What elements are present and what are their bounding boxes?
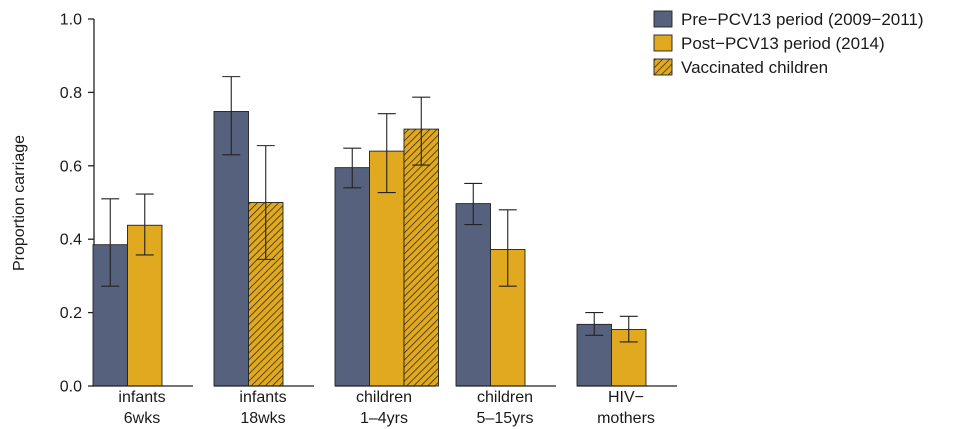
y-axis-label: Proportion carriage bbox=[11, 135, 28, 271]
legend-label-2: Vaccinated children bbox=[681, 58, 828, 77]
bar-2-2 bbox=[403, 128, 439, 387]
y-tick-label: 0.6 bbox=[60, 158, 82, 175]
category-label-line2: 5–15yrs bbox=[477, 410, 534, 427]
bar-2-0 bbox=[334, 167, 370, 387]
bars bbox=[92, 76, 677, 387]
y-tick-label: 1.0 bbox=[60, 12, 82, 29]
bar-3-0 bbox=[455, 203, 491, 387]
legend-swatch-1 bbox=[653, 34, 673, 52]
legend: Pre−PCV13 period (2009−2011) Post−PCV13 p… bbox=[653, 10, 924, 77]
legend-label-0: Pre−PCV13 period (2009−2011) bbox=[681, 10, 924, 29]
category-label-line2: 1–4yrs bbox=[360, 410, 408, 427]
y-tick-label: 0.8 bbox=[60, 85, 82, 102]
legend-swatch-0 bbox=[653, 10, 673, 28]
category-label-line1: children bbox=[356, 389, 412, 406]
category-label-line1: HIV− bbox=[608, 389, 644, 406]
bar-1-0 bbox=[213, 111, 249, 387]
category-label-line2: 6wks bbox=[124, 410, 160, 427]
y-tick-label: 0.4 bbox=[60, 232, 82, 249]
category-label-line1: infants bbox=[118, 389, 165, 406]
category-label-line1: infants bbox=[239, 389, 286, 406]
legend-swatch-2 bbox=[653, 58, 673, 76]
category-label-line2: mothers bbox=[597, 410, 655, 427]
category-labels: infants 6wks infants 18wks children 1–4yrs chi… bbox=[118, 389, 654, 427]
y-tick-label: 0.2 bbox=[60, 305, 82, 322]
legend-label-1: Post−PCV13 period (2014) bbox=[681, 34, 885, 53]
category-label-line2: 18wks bbox=[240, 410, 285, 427]
category-label-line1: children bbox=[477, 389, 533, 406]
y-axis: 0.0 0.2 0.4 0.6 0.8 1.0 bbox=[60, 12, 95, 396]
y-tick-label: 0.0 bbox=[60, 379, 82, 396]
